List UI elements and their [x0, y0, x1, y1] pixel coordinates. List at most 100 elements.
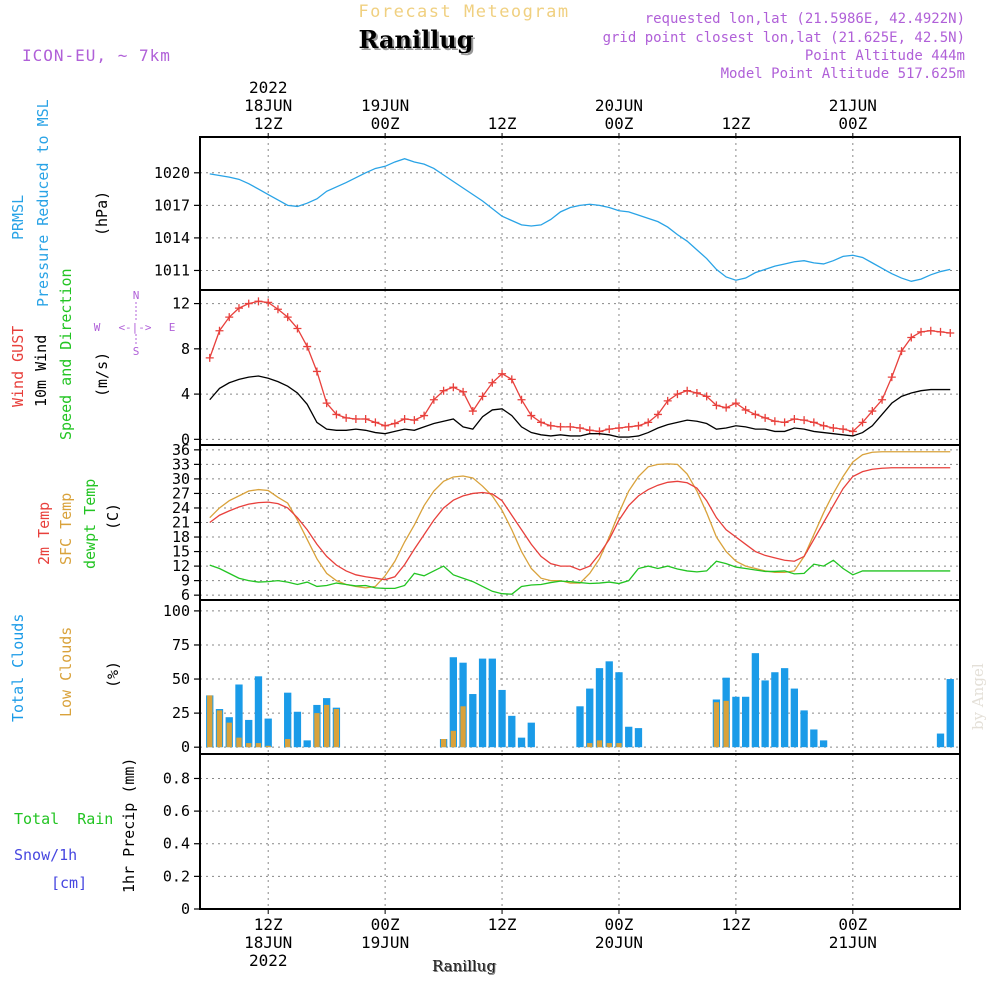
gust-marker — [683, 386, 692, 395]
gust-marker — [751, 410, 760, 419]
total-cloud-bar — [508, 715, 516, 748]
gust-marker — [283, 313, 292, 322]
gust-marker — [351, 414, 360, 423]
gust-marker — [761, 413, 770, 422]
gust-marker — [917, 327, 926, 336]
gust-marker — [205, 353, 214, 362]
bottom-time-label: 20JUN — [595, 933, 643, 952]
low-cloud-bar — [314, 713, 320, 748]
total-cloud-bar — [605, 661, 613, 748]
total-cloud-bar — [488, 658, 496, 748]
total-cloud-bar — [517, 737, 526, 748]
gust-marker — [546, 421, 555, 430]
bottom-time-label: 2022 — [249, 951, 288, 970]
total-cloud-bar — [498, 689, 506, 748]
low-cloud-bar — [440, 739, 447, 748]
gust-marker — [234, 304, 243, 313]
gust-marker — [507, 375, 516, 384]
precip-cm-label: [cm] — [51, 874, 87, 892]
total-cloud-bar — [761, 680, 769, 748]
total-cloud-bar — [936, 733, 945, 748]
plot-layer: 1011101410171020048126912151821242730333… — [154, 78, 961, 970]
gust-marker — [741, 405, 750, 414]
y-tick-label: 75 — [172, 636, 190, 654]
gust-marker — [303, 342, 312, 351]
low-cloud-bar — [207, 695, 213, 748]
gust-marker — [614, 424, 623, 433]
gust-marker — [926, 326, 935, 335]
y-tick-label: 1011 — [154, 261, 190, 279]
y-tick-label: 15 — [172, 543, 190, 561]
total-cloud-bar — [469, 694, 477, 748]
gust-marker — [858, 418, 867, 427]
temp-sfc-label: SFC Temp — [57, 493, 75, 565]
gust-marker — [498, 369, 507, 378]
gust-marker — [819, 421, 828, 430]
low-cloud-bar — [606, 743, 612, 748]
temp-2m-label: 2m Temp — [35, 502, 53, 565]
total-cloud-bar — [751, 653, 760, 748]
y-tick-label: 18 — [172, 528, 190, 546]
gust-marker — [576, 424, 584, 433]
gust-marker — [839, 425, 848, 434]
gust-marker — [936, 327, 945, 336]
gust-marker — [410, 416, 419, 425]
low-cloud-bar — [333, 709, 340, 748]
y-tick-label: 33 — [172, 455, 190, 473]
model-point-altitude: Model Point Altitude 517.625m — [721, 66, 965, 82]
top-time-label: 00Z — [605, 114, 634, 133]
low-cloud-bar — [285, 739, 291, 748]
gust-marker — [585, 426, 594, 435]
compass-icon: N W E S <-|-> — [94, 289, 176, 358]
gust-marker — [897, 347, 906, 356]
total-cloud-bar — [732, 696, 740, 748]
gust-marker — [605, 425, 614, 434]
gust-marker — [644, 418, 653, 427]
low-cloud-bar — [216, 710, 223, 748]
location-title: Ranillug — [358, 25, 473, 54]
gust-marker — [371, 418, 380, 427]
gust-marker — [342, 413, 351, 422]
gust-marker — [887, 373, 896, 382]
y-tick-label: 12 — [172, 557, 190, 575]
y-tick-label: 25 — [172, 704, 190, 722]
clouds-low-label: Low Clouds — [57, 627, 75, 717]
total-cloud-bar — [245, 719, 253, 748]
gust-marker — [527, 411, 536, 420]
gust-marker — [780, 418, 789, 427]
gust-marker — [692, 388, 701, 397]
location-title-shadow: Ranillug — [360, 27, 475, 56]
total-cloud-bar — [615, 672, 623, 748]
gust-marker — [878, 395, 887, 404]
gust-marker — [556, 422, 565, 431]
gust-marker — [264, 298, 273, 307]
y-tick-label: 0 — [181, 738, 190, 756]
clouds-unit: (%) — [104, 661, 122, 688]
total-cloud-bar — [254, 676, 263, 748]
total-cloud-bar — [810, 729, 818, 748]
y-tick-label: 0 — [181, 900, 190, 918]
panel-0: 1011 1014 1017 1020 — [154, 136, 961, 291]
total-cloud-bar — [634, 728, 643, 748]
gust-marker — [478, 392, 487, 401]
gust-marker — [624, 422, 633, 431]
total-cloud-bar — [586, 688, 594, 748]
temp-dew-label: dewpt Temp — [81, 479, 99, 569]
panel-frame — [199, 136, 961, 291]
panel-4: 0 0.2 0.4 0.6 0.8 — [163, 753, 961, 918]
footer-location: Ranillug — [432, 957, 496, 975]
requested-coords: requested lon,lat (21.5986E, 42.4922N) — [645, 11, 965, 27]
low-cloud-bar — [713, 702, 720, 748]
gust-marker — [293, 324, 302, 333]
bottom-time-label: 18JUN — [244, 933, 292, 952]
y-tick-label: 12 — [172, 295, 190, 313]
gust-marker — [702, 392, 711, 401]
precip-axis-label: 1hr Precip (mm) — [120, 758, 138, 893]
top-time-label: 00Z — [371, 114, 400, 133]
pressure-label-msl: Pressure Reduced to MSL — [34, 99, 52, 307]
y-tick-label: 27 — [172, 484, 190, 502]
gust-marker — [273, 305, 282, 314]
total-cloud-bar — [576, 706, 584, 748]
y-tick-label: 21 — [172, 514, 190, 532]
compass-e: E — [169, 321, 176, 334]
